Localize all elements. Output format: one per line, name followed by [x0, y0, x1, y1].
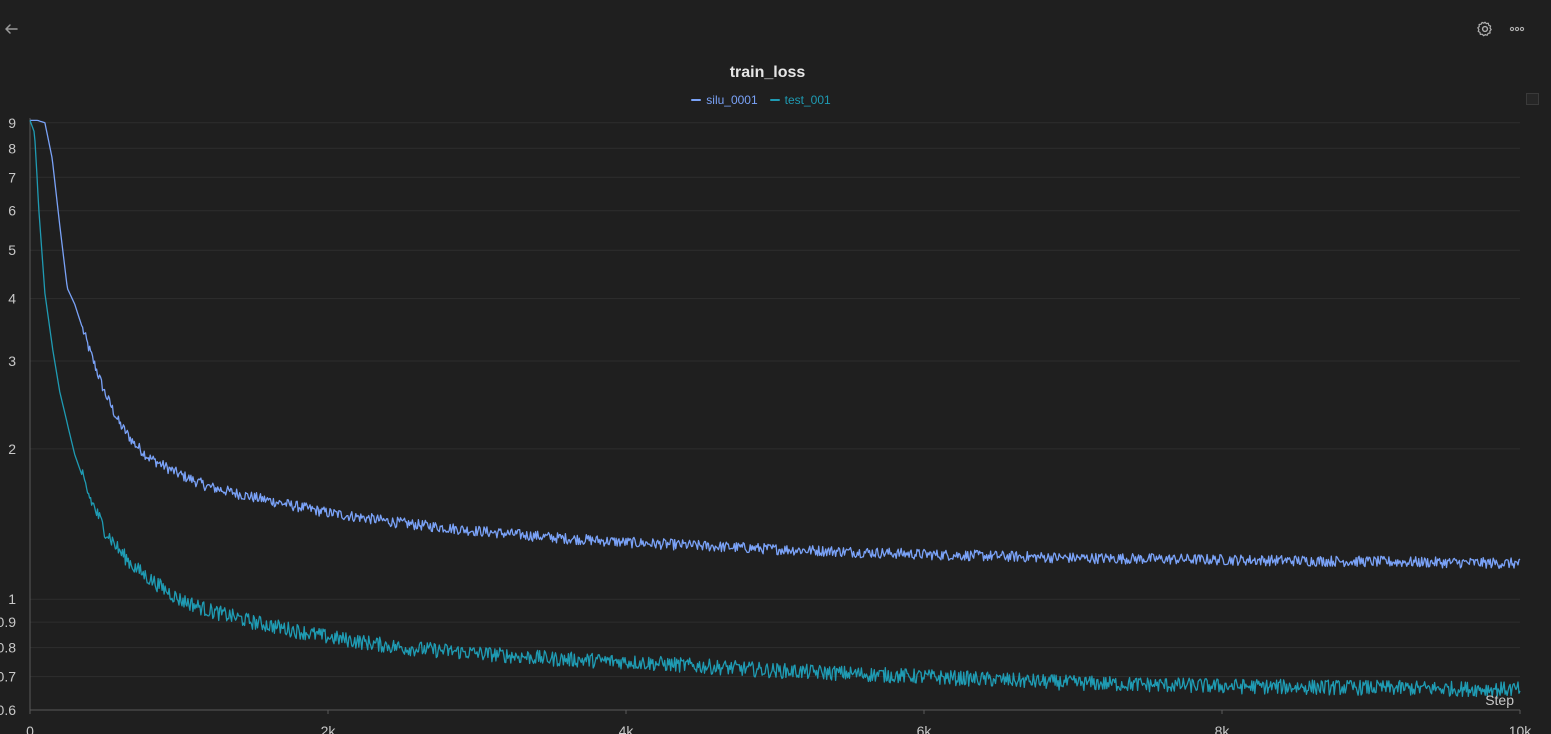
- y-tick-label: 2: [8, 441, 16, 457]
- panel-toolbar: [0, 0, 1551, 56]
- x-tick-label: 10k: [1509, 723, 1533, 734]
- series-lines: [29, 119, 1521, 698]
- x-tick-label: 4k: [619, 723, 635, 734]
- legend-label-silu-0001: silu_0001: [706, 93, 758, 107]
- x-tick-label: 6k: [917, 723, 933, 734]
- y-tick-label: 3: [8, 353, 16, 369]
- chart-legend: silu_0001 test_001: [0, 93, 1522, 107]
- tick-labels: 9 8 7 6 5 4 3 2 1 0.9 0.8 0.7 0.6 0 2k 4k 6k 8k 10k: [0, 115, 1532, 734]
- x-axis-label: Step: [1485, 692, 1514, 708]
- y-tick-label: 1: [8, 591, 16, 607]
- x-tick-label: 0: [26, 723, 34, 734]
- y-tick-label: 8: [8, 140, 16, 156]
- y-tick-label: 9: [8, 115, 16, 131]
- legend-item-silu-0001[interactable]: silu_0001: [691, 93, 758, 107]
- x-tick-label: 8k: [1215, 723, 1231, 734]
- y-tick-label: 0.8: [0, 640, 16, 656]
- chart-options-box[interactable]: [1526, 93, 1539, 105]
- legend-swatch-test-001: [769, 99, 780, 101]
- axes: [29, 118, 1521, 714]
- series-line-test-001[interactable]: [29, 120, 1521, 698]
- legend-swatch-silu-0001: [691, 99, 702, 101]
- x-tick-label: 2k: [321, 723, 337, 734]
- series-line-silu-0001[interactable]: [30, 119, 1521, 570]
- y-tick-label: 0.7: [0, 669, 16, 685]
- y-tick-label: 0.9: [0, 614, 16, 630]
- back-icon[interactable]: [0, 18, 22, 40]
- legend-label-test-001: test_001: [784, 93, 831, 107]
- y-tick-label: 0.6: [0, 702, 16, 718]
- y-tick-label: 7: [8, 169, 16, 185]
- y-tick-label: 6: [8, 203, 16, 219]
- y-tick-label: 4: [8, 291, 16, 307]
- legend-item-test-001[interactable]: test_001: [769, 93, 831, 107]
- gear-icon[interactable]: [1474, 18, 1496, 40]
- ellipsis-icon[interactable]: [1506, 18, 1528, 40]
- y-tick-label: 5: [8, 242, 16, 258]
- chart-title: train_loss: [729, 64, 806, 81]
